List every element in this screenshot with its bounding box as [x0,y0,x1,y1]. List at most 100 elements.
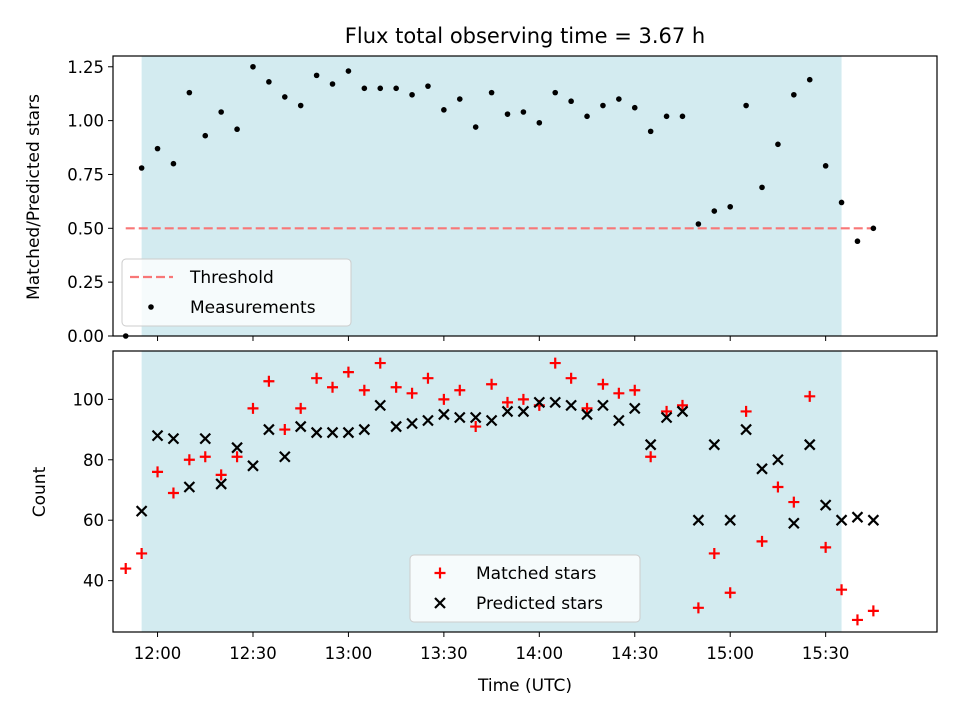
predicted-point [660,411,673,424]
matched-point [136,547,148,559]
top-legend: Threshold Measurements [121,258,352,327]
matched-point [549,357,561,369]
predicted-point [263,423,275,436]
matched-point [327,381,339,393]
matched-point [629,384,641,396]
top-y-tick-label: 1.25 [67,58,104,77]
predicted-point [772,453,784,466]
bottom-y-tick-label: 100 [73,390,105,409]
matched-point [708,547,720,559]
matched-point [279,424,291,436]
predicted-point [454,411,466,424]
measurement-point [202,132,209,139]
matched-point [645,451,657,463]
predicted-point [374,399,387,412]
matched-legend-label: Matched stars [476,564,596,584]
x-tick-label: 14:30 [611,644,659,663]
measurement-point [425,83,431,89]
measurements-legend-label: Measurements [190,298,316,318]
measurement-point [759,184,765,191]
matched-point [422,372,434,384]
top-y-axis-label: Matched/Predicted stars [24,94,44,300]
matched-point [836,584,848,596]
measurement-point [266,79,272,85]
measurement-point [552,89,559,96]
bottom-series-0 [120,357,879,626]
top-y-tick-label: 0.25 [67,273,104,292]
matched-point [263,375,275,387]
matched-point [565,372,577,384]
matched-point [820,541,832,553]
top-y-tick-label: 0.00 [67,327,104,346]
measurement-point [791,91,797,98]
matched-point [199,451,211,463]
measurement-point [616,96,622,102]
matched-point [692,602,704,614]
predicted-point [533,396,546,409]
measurement-point [409,91,415,98]
matched-point [215,469,227,481]
bottom-y-tick-label: 40 [83,572,104,591]
measurement-point [870,225,877,232]
matched-point [470,421,482,433]
predicted-point [215,478,227,490]
measurement-point [647,128,654,135]
predicted-point [358,423,371,436]
matched-point [183,454,195,466]
matched-point [724,587,736,599]
bottom-series-1 [135,396,880,530]
bottom-y-tick-label: 80 [83,451,104,470]
predicted-point [438,408,450,421]
predicted-point [724,514,736,526]
predicted-point [199,432,212,445]
matched-point [597,378,609,390]
matched-point [438,393,450,405]
predicted-point [167,432,180,445]
predicted-point [151,429,164,442]
top-series-0 [122,63,877,339]
predicted-point [501,405,514,418]
x-tick-label: 15:30 [802,644,850,663]
predicted-point [342,426,355,439]
predicted-legend-swatch [434,597,446,609]
measurement-point [441,107,447,113]
measurement-point [695,221,702,227]
measurements-legend-swatch [148,304,154,310]
measurement-point [456,96,463,102]
matched-point [740,405,752,417]
matched-point [804,390,816,402]
matched-point [311,372,323,384]
matched-point [406,387,418,399]
matched-point [517,393,529,405]
x-tick-label: 12:30 [229,644,277,663]
matched-point [581,402,593,414]
predicted-point [692,514,705,526]
matched-legend-swatch [434,567,446,579]
predicted-point [835,514,848,526]
predicted-point [676,405,689,418]
matched-point [867,605,879,617]
matched-point [247,402,259,414]
matched-point [342,366,354,378]
measurement-point [329,81,336,87]
predicted-point [565,399,577,412]
predicted-point [517,405,530,418]
measurement-point [361,85,368,92]
matched-point [358,384,370,396]
measurement-point [472,124,479,130]
measurement-point [568,98,574,105]
x-tick-label: 15:00 [706,644,754,663]
bottom-y-axis-label: Count [30,466,50,517]
predicted-point [326,426,339,439]
predicted-point [819,499,832,511]
bottom-y-tick-label: 60 [83,511,104,530]
predicted-point [422,414,434,427]
chart-title: Flux total observing time = 3.67 h [345,24,705,48]
matched-point [167,487,179,499]
predicted-point [644,438,657,451]
predicted-point [279,450,291,463]
measurement-point [170,160,177,167]
matched-point [502,396,514,408]
predicted-point [803,438,816,451]
measurement-point [727,203,734,210]
